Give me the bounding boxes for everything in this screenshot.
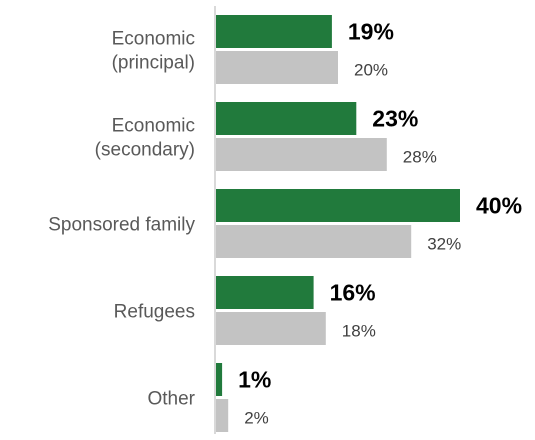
- data-label-primary: 40%: [476, 193, 522, 219]
- bar-primary: [216, 102, 357, 135]
- data-label-primary: 1%: [238, 367, 271, 393]
- data-label-primary: 19%: [348, 19, 394, 45]
- bar-primary: [216, 189, 460, 222]
- data-label-primary: 23%: [372, 106, 418, 132]
- bar-primary: [216, 363, 223, 396]
- bar-primary: [216, 15, 332, 48]
- category-label: Refugees: [114, 302, 195, 323]
- category-label: Economic (secondary): [95, 116, 195, 161]
- data-label-secondary: 32%: [427, 235, 461, 254]
- bar-secondary: [216, 225, 412, 258]
- category-label: Other: [147, 389, 195, 410]
- category-label: Economic (principal): [112, 29, 195, 74]
- bar-secondary: [216, 399, 229, 432]
- plot-area: Economic (principal) 19% 20% Economic (second…: [48, 15, 522, 432]
- data-label-secondary: 2%: [244, 409, 269, 428]
- category-label-line: Other: [147, 389, 195, 410]
- category-label-line: (principal): [112, 53, 195, 74]
- bar-secondary: [216, 312, 326, 345]
- category-label-line: Refugees: [114, 302, 195, 323]
- bar-secondary: [216, 51, 338, 84]
- data-label-primary: 16%: [330, 280, 376, 306]
- bar-primary: [216, 276, 314, 309]
- bar-secondary: [216, 138, 387, 171]
- data-label-secondary: 20%: [354, 61, 388, 80]
- data-label-secondary: 18%: [342, 322, 376, 341]
- data-label-secondary: 28%: [403, 148, 437, 167]
- category-label-line: (secondary): [95, 140, 195, 161]
- category-label: Sponsored family: [48, 215, 195, 236]
- category-label-line: Economic: [112, 29, 195, 50]
- category-label-line: Economic: [112, 116, 195, 137]
- category-label-line: Sponsored family: [48, 215, 195, 236]
